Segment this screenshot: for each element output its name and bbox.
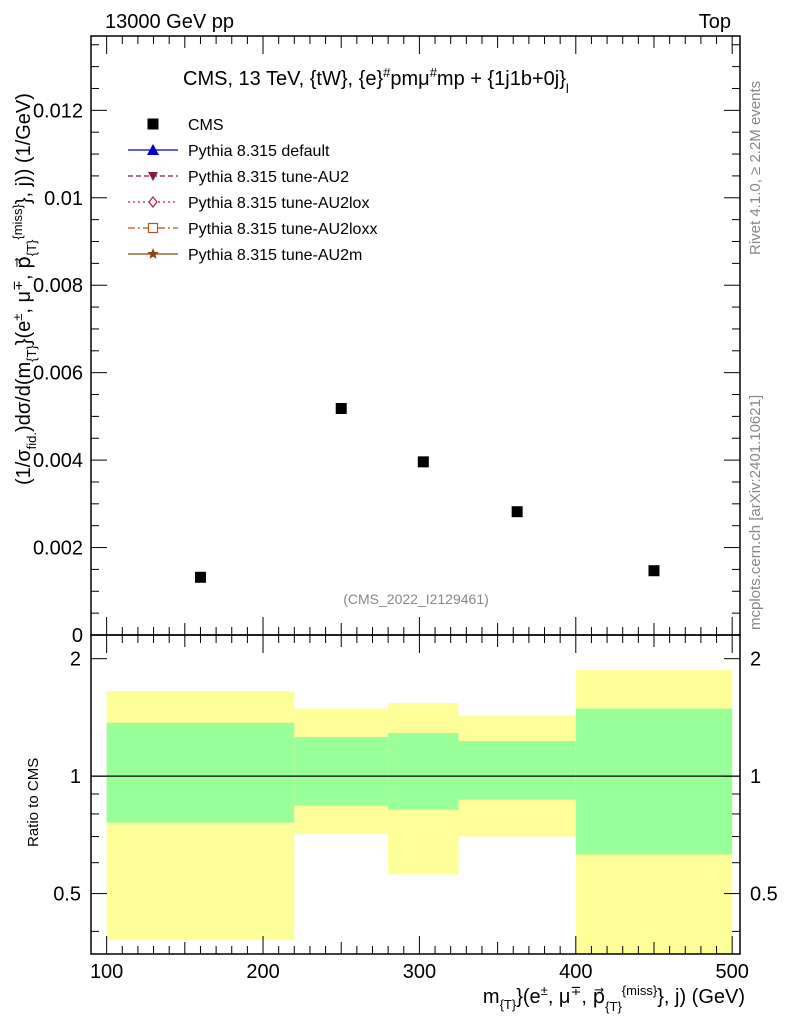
legend-label: Pythia 8.315 tune-AU2 [188,169,349,186]
mcplots-label: mcplots.cern.ch [arXiv:2401.10621] [747,395,764,630]
analysis-id: (CMS_2022_I2129461) [343,591,489,607]
data-point-cms [511,506,523,518]
ratio-inner-band-4 [575,708,733,855]
header-process: Top [699,11,731,33]
ratio-y-axis-label: Ratio to CMS [25,758,42,847]
ratio-y-tick-label-right: 0.5 [750,884,778,906]
legend-entry: CMS [147,117,224,134]
legend-entry: Pythia 8.315 tune-AU2m [128,247,362,264]
ratio-y-tick-label: 0.5 [53,884,81,906]
legend-entry: Pythia 8.315 tune-AU2 [128,169,349,186]
legend-label: Pythia 8.315 tune-AU2m [188,247,362,264]
legend-label: Pythia 8.315 tune-AU2loxx [188,221,377,238]
data-point-cms [335,403,347,415]
header-energy: 13000 GeV pp [105,11,234,33]
legend-marker-triangle [147,144,159,155]
main-y-tick-label: 0.012 [33,100,83,122]
x-tick-label: 300 [403,961,436,983]
ratio-bands [106,670,733,954]
ratio-inner-band-0 [106,722,295,823]
ratio-y-tick-label: 2 [70,649,81,671]
data-point-cms [417,456,429,468]
main-y-tick-label: 0.006 [33,363,83,385]
data-point-cms [648,565,660,577]
x-tick-label: 200 [246,961,279,983]
x-axis-label: m{T}}(e±, μ∓, p⃗{T}{miss}}, j) (GeV) [483,983,745,1014]
ratio-y-tick-label: 1 [70,766,81,788]
ratio-panel: 0.5 0.5 1 1 2 2 100 200 300 400 500 [53,634,778,983]
x-tick-label: 100 [90,961,123,983]
legend-marker-star [147,248,159,259]
ratio-inner-band-2 [388,732,459,810]
ratio-y-tick-labels: 0.5 0.5 1 1 2 2 [53,649,778,906]
main-y-tick-label: 0.01 [44,188,83,210]
rivet-label: Rivet 4.1.0, ≥ 2.2M events [747,81,764,255]
main-y-tick-label: 0 [72,625,83,647]
legend-marker-open-square [147,222,159,234]
main-panel: (CMS_2022_I2129461) 0 0.002 0.004 0.006 0.00… [33,35,741,647]
legend-marker-diamond [148,196,158,208]
legend-label: Pythia 8.315 tune-AU2lox [188,195,369,212]
legend-marker-triangle-down [148,172,158,181]
data-point-cms [194,571,206,583]
main-ticks [91,36,740,636]
legend-entry: Pythia 8.315 default [128,143,330,160]
ratio-inner-band-3 [458,741,576,800]
main-y-tick-label: 0.002 [33,538,83,560]
ratio-inner-band-1 [294,736,389,806]
x-tick-label: 500 [715,961,748,983]
legend-label: CMS [188,117,224,134]
main-data-points [194,403,660,583]
main-y-tick-labels: 0 0.002 0.004 0.006 0.008 0.01 0.012 [33,100,83,647]
ratio-frame [90,634,741,955]
x-tick-label: 400 [559,961,592,983]
x-tick-labels: 100 200 300 400 500 [90,961,749,983]
main-title: CMS, 13 TeV, {tW}, {e}#pmμ#mp + {1j1b+0j… [183,65,569,96]
legend-label: Pythia 8.315 default [188,143,330,160]
legend-entry: Pythia 8.315 tune-AU2lox [128,195,369,212]
ratio-y-tick-label-right: 1 [750,766,761,788]
legend-entry: Pythia 8.315 tune-AU2loxx [128,221,377,238]
ratio-y-tick-label-right: 2 [750,649,761,671]
legend-marker-square [147,118,159,130]
ratio-ticks [91,635,740,954]
main-y-tick-label: 0.004 [33,450,83,472]
legend: CMS Pythia 8.315 default Pythia 8.315 tune… [128,117,377,264]
main-y-tick-label: 0.008 [33,275,83,297]
